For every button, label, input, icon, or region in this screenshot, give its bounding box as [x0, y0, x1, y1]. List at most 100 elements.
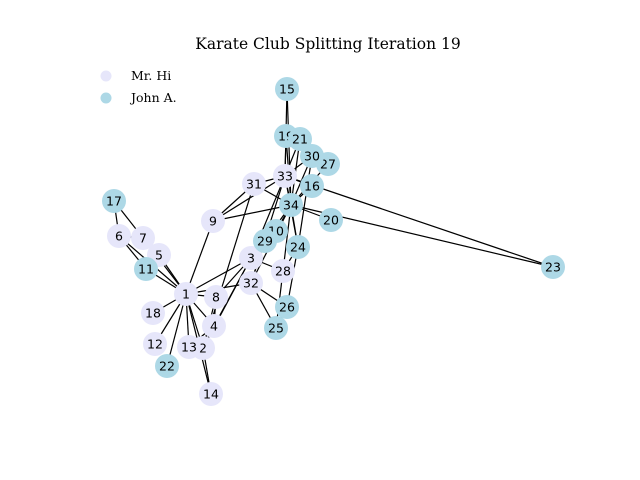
node-label-23: 23 — [545, 260, 561, 275]
node-label-3: 3 — [247, 251, 255, 266]
node-label-25: 25 — [268, 321, 284, 336]
node-21: 21 — [288, 127, 312, 151]
node-label-14: 14 — [203, 387, 219, 402]
node-label-8: 8 — [212, 290, 220, 305]
node-label-26: 26 — [279, 300, 295, 315]
node-circle-29 — [253, 229, 277, 253]
edge-9-33 — [212, 175, 286, 222]
node-3: 3 — [239, 246, 263, 270]
node-circle-34 — [279, 193, 303, 217]
node-circle-20 — [319, 208, 343, 232]
node-22: 22 — [155, 354, 179, 378]
node-25: 25 — [264, 316, 288, 340]
node-12: 12 — [143, 332, 167, 356]
node-circle-23 — [541, 255, 565, 279]
node-circle-16 — [300, 174, 324, 198]
node-label-9: 9 — [209, 214, 217, 229]
legend-label-john-a: John A. — [129, 90, 177, 105]
node-circle-8 — [204, 285, 228, 309]
node-label-22: 22 — [159, 359, 175, 374]
edge-3-4 — [213, 257, 252, 327]
legend-label-mr-hi: Mr. Hi — [131, 68, 171, 83]
node-6: 6 — [107, 224, 131, 248]
node-circle-1 — [174, 282, 198, 306]
node-label-31: 31 — [246, 177, 262, 192]
node-label-30: 30 — [304, 149, 320, 164]
node-32: 32 — [239, 271, 263, 295]
node-7: 7 — [131, 226, 155, 250]
node-circle-4 — [202, 314, 226, 338]
node-label-13: 13 — [181, 340, 197, 355]
node-circle-33 — [273, 164, 297, 188]
edge-1-22 — [166, 293, 187, 367]
edge-24-30 — [297, 155, 313, 248]
node-15: 15 — [275, 77, 299, 101]
node-9: 9 — [201, 209, 225, 233]
node-23: 23 — [541, 255, 565, 279]
node-circle-11 — [134, 257, 158, 281]
node-circle-30 — [300, 144, 324, 168]
node-circle-13 — [177, 335, 201, 359]
node-13: 13 — [177, 335, 201, 359]
node-label-17: 17 — [106, 194, 122, 209]
node-20: 20 — [319, 208, 343, 232]
node-34: 34 — [279, 193, 303, 217]
node-30: 30 — [300, 144, 324, 168]
node-label-7: 7 — [139, 231, 147, 246]
legend-marker-mr-hi — [100, 70, 112, 82]
legend-item-john-a: John A. — [100, 90, 177, 105]
node-circle-31 — [242, 172, 266, 196]
node-label-11: 11 — [138, 262, 154, 277]
node-label-33: 33 — [277, 169, 293, 184]
node-label-21: 21 — [292, 132, 308, 147]
node-circle-22 — [155, 354, 179, 378]
node-4: 4 — [202, 314, 226, 338]
node-label-16: 16 — [304, 179, 320, 194]
node-circle-15 — [275, 77, 299, 101]
node-label-27: 27 — [320, 157, 336, 172]
legend-marker-john-a — [100, 92, 112, 104]
node-circle-28 — [271, 259, 295, 283]
node-label-6: 6 — [115, 229, 123, 244]
node-33: 33 — [273, 164, 297, 188]
edge-23-33 — [284, 175, 554, 268]
node-17: 17 — [102, 189, 126, 213]
node-18: 18 — [141, 301, 165, 325]
chart-title: Karate Club Splitting Iteration 19 — [195, 35, 460, 53]
node-label-20: 20 — [323, 213, 339, 228]
node-label-5: 5 — [155, 248, 163, 263]
legend: Mr. Hi John A. — [100, 68, 177, 105]
node-circle-25 — [264, 316, 288, 340]
node-circle-24 — [286, 235, 310, 259]
edge-9-34 — [212, 204, 292, 222]
node-31: 31 — [242, 172, 266, 196]
node-29: 29 — [253, 229, 277, 253]
node-label-2: 2 — [199, 341, 207, 356]
node-1: 1 — [174, 282, 198, 306]
node-11: 11 — [134, 257, 158, 281]
node-label-4: 4 — [210, 319, 218, 334]
node-circle-9 — [201, 209, 225, 233]
node-circle-6 — [107, 224, 131, 248]
edge-1-3 — [185, 257, 252, 295]
node-circle-12 — [143, 332, 167, 356]
node-16: 16 — [300, 174, 324, 198]
node-label-12: 12 — [147, 337, 163, 352]
node-circle-26 — [275, 295, 299, 319]
legend-item-mr-hi: Mr. Hi — [100, 68, 171, 83]
node-circle-18 — [141, 301, 165, 325]
node-circle-32 — [239, 271, 263, 295]
node-circle-3 — [239, 246, 263, 270]
node-label-34: 34 — [283, 198, 299, 213]
node-circle-7 — [131, 226, 155, 250]
node-28: 28 — [271, 259, 295, 283]
node-label-18: 18 — [145, 306, 161, 321]
node-circle-14 — [199, 382, 223, 406]
node-24: 24 — [286, 235, 310, 259]
node-8: 8 — [204, 285, 228, 309]
node-label-24: 24 — [290, 240, 306, 255]
edge-1-9 — [185, 220, 214, 295]
node-label-29: 29 — [257, 234, 273, 249]
